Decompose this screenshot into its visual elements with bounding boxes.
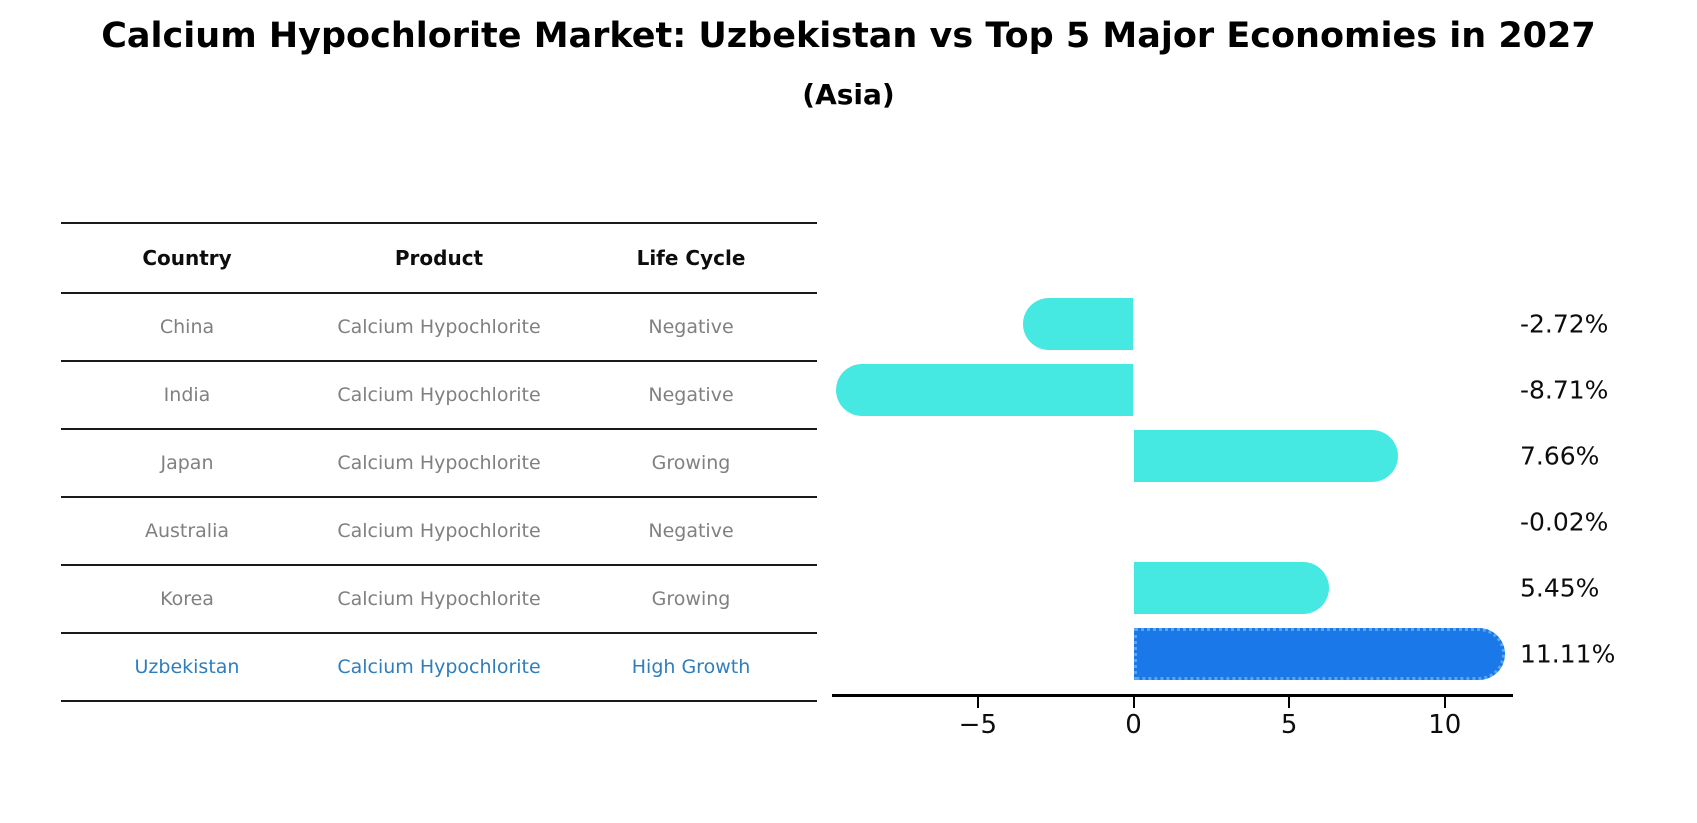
x-axis-line: [832, 694, 1513, 697]
chart-subtitle: (Asia): [802, 78, 895, 111]
bar-korea: [1133, 561, 1330, 614]
table-cell-country: Korea: [160, 588, 214, 610]
table-row: Uzbekistan Calcium Hypochlorite High Growt…: [61, 632, 817, 700]
value-label-japan: 7.66%: [1520, 441, 1600, 470]
bar-china: [1022, 297, 1134, 350]
x-axis-tick-label: −5: [958, 710, 998, 740]
chart-title: Calcium Hypochlorite Market: Uzbekistan …: [101, 16, 1596, 56]
value-label-india: -8.71%: [1520, 375, 1609, 404]
table-row: China Calcium Hypochlorite Negative: [61, 292, 817, 360]
x-axis-tick: [976, 697, 979, 708]
bar-india: [836, 363, 1134, 416]
bar-uzbekistan: [1133, 627, 1506, 680]
x-axis-tick: [1443, 697, 1446, 708]
table-header-cell: Country: [142, 246, 232, 270]
value-label-uzbekistan: 11.11%: [1520, 639, 1616, 668]
table-cell-product: Calcium Hypochlorite: [337, 520, 541, 542]
table-header-cell: Life Cycle: [636, 246, 746, 270]
table-row: Australia Calcium Hypochlorite Negative: [61, 496, 817, 564]
table-cell-life-cycle: Growing: [651, 588, 731, 610]
table-cell-country: Uzbekistan: [134, 656, 240, 678]
table-cell-life-cycle: High Growth: [631, 656, 751, 678]
table-cell-product: Calcium Hypochlorite: [337, 316, 541, 338]
table-cell-country: China: [159, 316, 215, 338]
country-table: Country Product Life Cycle China Calcium Hyp…: [61, 222, 817, 702]
table-row: Japan Calcium Hypochlorite Growing: [61, 428, 817, 496]
table-cell-product: Calcium Hypochlorite: [337, 452, 541, 474]
value-label-australia: -0.02%: [1520, 507, 1609, 536]
table-row: Korea Calcium Hypochlorite Growing: [61, 564, 817, 632]
x-axis-tick-label: 10: [1428, 710, 1462, 740]
table-cell-country: Japan: [160, 452, 214, 474]
table-cell-product: Calcium Hypochlorite: [337, 384, 541, 406]
table-row: India Calcium Hypochlorite Negative: [61, 360, 817, 428]
table-cell-life-cycle: Negative: [648, 384, 734, 406]
table-cell-product: Calcium Hypochlorite: [337, 588, 541, 610]
table-cell-country: India: [163, 384, 211, 406]
table-header-row: Country Product Life Cycle: [61, 222, 817, 292]
value-label-korea: 5.45%: [1520, 573, 1600, 602]
table-cell-country: Australia: [144, 520, 230, 542]
x-axis-tick: [1288, 697, 1291, 708]
table-cell-life-cycle: Negative: [648, 520, 734, 542]
table-cell-product: Calcium Hypochlorite: [337, 656, 541, 678]
bar-japan: [1133, 429, 1398, 482]
x-axis-tick-label: 0: [1125, 710, 1142, 740]
x-axis-tick: [1132, 697, 1135, 708]
x-axis-tick-label: 5: [1280, 710, 1298, 740]
value-label-china: -2.72%: [1520, 309, 1609, 338]
table-cell-life-cycle: Negative: [648, 316, 734, 338]
table-cell-life-cycle: Growing: [651, 452, 731, 474]
table-header-cell: Product: [394, 246, 484, 270]
